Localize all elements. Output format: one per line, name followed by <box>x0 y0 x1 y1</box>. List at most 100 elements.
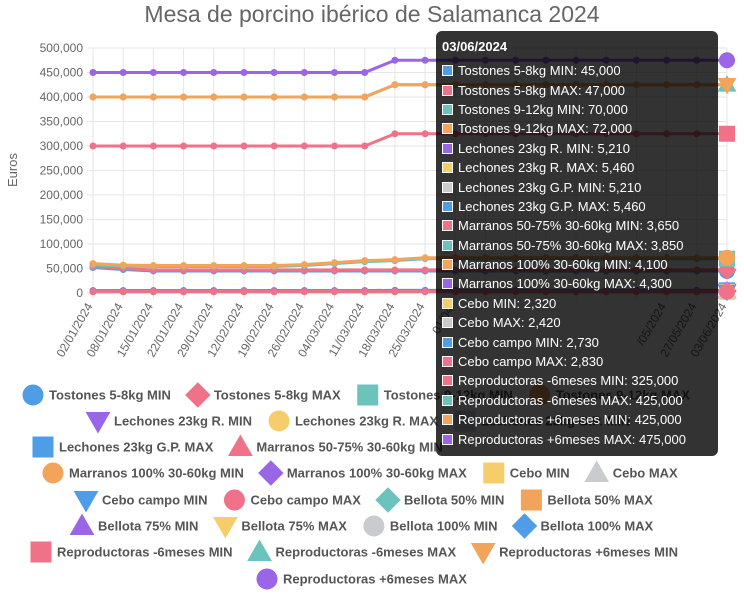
data-point[interactable] <box>421 81 429 89</box>
y-axis-label: Euros <box>5 153 20 187</box>
data-point[interactable] <box>421 130 429 138</box>
data-point[interactable] <box>331 266 339 274</box>
data-point[interactable] <box>270 69 278 76</box>
data-point[interactable] <box>89 288 97 296</box>
legend-item[interactable]: Bellota 75% MAX <box>213 517 347 539</box>
data-point[interactable] <box>240 262 248 270</box>
data-point[interactable] <box>421 288 429 296</box>
legend-item[interactable]: Cebo campo MIN <box>73 491 208 513</box>
data-point[interactable] <box>89 93 97 101</box>
data-point[interactable] <box>210 288 218 296</box>
legend-item[interactable]: Reproductoras +6meses MAX <box>256 568 467 590</box>
tooltip-row-label: Marranos 100% 30-60kg MIN: 4,100 <box>458 257 668 273</box>
legend-item[interactable]: Lechones 23kg G.P. MAX <box>32 436 214 458</box>
data-point[interactable] <box>361 257 369 265</box>
legend-item[interactable]: Reproductoras -6meses MAX <box>247 539 456 561</box>
data-point[interactable] <box>300 261 308 269</box>
data-point[interactable] <box>331 142 339 150</box>
data-point[interactable] <box>331 259 339 267</box>
data-point[interactable] <box>421 56 429 64</box>
data-point[interactable] <box>119 69 127 76</box>
data-point[interactable] <box>210 262 218 270</box>
data-point[interactable] <box>270 142 278 150</box>
data-point[interactable] <box>180 93 188 101</box>
tooltip-row: Tostones 5-8kg MIN: 45,000 <box>442 61 712 80</box>
data-point[interactable] <box>361 93 369 101</box>
legend-item[interactable]: Bellota 100% MAX <box>511 513 654 539</box>
data-point[interactable] <box>180 69 188 76</box>
tooltip-row: Cebo campo MAX: 2,830 <box>442 352 712 371</box>
data-point[interactable] <box>180 262 188 270</box>
data-point[interactable] <box>89 260 97 268</box>
data-point[interactable] <box>149 93 157 101</box>
legend-marker-rect <box>30 541 52 563</box>
data-point[interactable] <box>180 142 188 150</box>
data-point[interactable] <box>270 93 278 101</box>
legend-marker-circle <box>256 568 278 590</box>
legend-marker-circle <box>42 462 64 484</box>
data-point[interactable] <box>240 142 248 150</box>
legend-item[interactable]: Bellota 50% MIN <box>375 487 504 513</box>
data-point[interactable] <box>210 69 218 76</box>
legend-item[interactable]: Marranos 100% 30-60kg MAX <box>258 460 467 486</box>
data-point[interactable] <box>391 288 399 296</box>
data-point[interactable] <box>149 69 157 76</box>
data-point[interactable] <box>421 266 429 274</box>
data-point[interactable] <box>149 288 157 296</box>
tooltip-row: Reproductoras +6meses MAX: 475,000 <box>442 429 712 448</box>
legend-item[interactable]: Marranos 100% 30-60kg MIN <box>42 462 244 484</box>
data-point[interactable] <box>300 288 308 296</box>
data-point[interactable] <box>391 56 399 64</box>
legend-item[interactable]: Marranos 50-75% 30-60kg MIN <box>228 434 443 456</box>
legend-item[interactable]: Bellota 75% MIN <box>69 513 199 535</box>
legend-item[interactable]: Cebo MAX <box>584 460 678 482</box>
data-point[interactable] <box>210 93 218 101</box>
data-point[interactable] <box>119 142 127 150</box>
legend-marker-circle <box>223 489 245 511</box>
data-point[interactable] <box>270 262 278 270</box>
data-point[interactable] <box>180 288 188 296</box>
legend-item[interactable]: Cebo campo MAX <box>223 489 361 511</box>
tooltip-row-label: Marranos 100% 30-60kg MAX: 4,300 <box>458 276 672 292</box>
data-point[interactable] <box>149 262 157 270</box>
data-point[interactable] <box>119 261 127 269</box>
data-point[interactable] <box>119 288 127 296</box>
data-point[interactable] <box>240 288 248 296</box>
data-point[interactable] <box>391 266 399 274</box>
legend-item[interactable]: Lechones 23kg R. MAX <box>268 410 438 432</box>
legend-item[interactable]: Reproductoras -6meses MIN <box>30 541 233 563</box>
data-point[interactable] <box>210 142 218 150</box>
legend-item[interactable]: Bellota 100% MIN <box>363 515 498 537</box>
legend-item[interactable]: Bellota 50% MAX <box>520 489 653 511</box>
data-point[interactable] <box>240 93 248 101</box>
data-point[interactable] <box>361 288 369 296</box>
data-point-active <box>719 283 735 300</box>
data-point[interactable] <box>331 93 339 101</box>
data-point[interactable] <box>149 142 157 150</box>
legend-marker-rect <box>520 489 542 511</box>
data-point[interactable] <box>89 142 97 150</box>
legend-item[interactable]: Reproductoras +6meses MIN <box>470 543 678 565</box>
legend-item[interactable]: Tostones 5-8kg MIN <box>22 384 171 406</box>
data-point[interactable] <box>300 69 308 76</box>
data-point[interactable] <box>331 288 339 296</box>
data-point[interactable] <box>270 288 278 296</box>
data-point[interactable] <box>361 266 369 274</box>
data-point[interactable] <box>119 93 127 101</box>
legend-item[interactable]: Tostones 5-8kg MAX <box>185 382 341 408</box>
data-point[interactable] <box>391 81 399 89</box>
data-point[interactable] <box>331 69 339 76</box>
data-point[interactable] <box>391 256 399 264</box>
data-point[interactable] <box>361 142 369 150</box>
legend-item[interactable]: Cebo MIN <box>483 462 570 484</box>
tooltip-row: Marranos 50-75% 30-60kg MIN: 3,650 <box>442 216 712 235</box>
data-point[interactable] <box>391 130 399 138</box>
data-point[interactable] <box>89 69 97 76</box>
data-point[interactable] <box>361 69 369 76</box>
tooltip-row: Lechones 23kg R. MAX: 5,460 <box>442 158 712 177</box>
data-point[interactable] <box>300 93 308 101</box>
legend-item[interactable]: Lechones 23kg R. MIN <box>85 412 252 434</box>
data-point[interactable] <box>300 142 308 150</box>
data-point[interactable] <box>240 69 248 76</box>
data-point[interactable] <box>421 254 429 262</box>
